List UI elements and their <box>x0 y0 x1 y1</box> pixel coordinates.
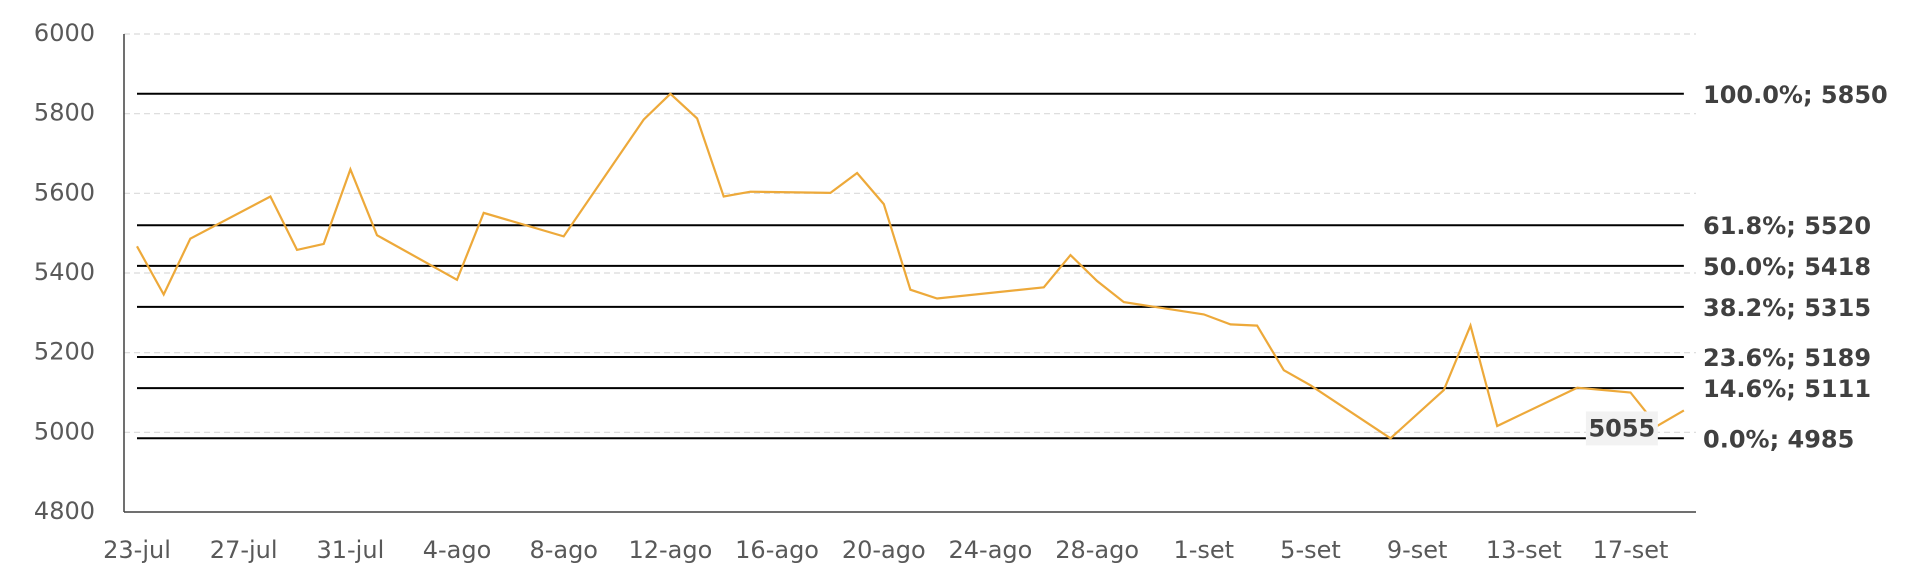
x-tick-label: 28-ago <box>1055 536 1139 564</box>
x-tick-label: 13-set <box>1486 536 1562 564</box>
x-tick-label: 31-jul <box>316 536 384 564</box>
level-label: 61.8%; 5520 <box>1703 212 1871 240</box>
level-label: 0.0%; 4985 <box>1703 425 1854 453</box>
level-label: 23.6%; 5189 <box>1703 344 1871 372</box>
data-label-box <box>1585 411 1658 446</box>
x-tick-label: 4-ago <box>423 536 492 564</box>
x-tick-label: 9-set <box>1387 536 1448 564</box>
level-label: 38.2%; 5315 <box>1703 294 1871 322</box>
level-label: 50.0%; 5418 <box>1703 253 1871 281</box>
x-tick-label: 27-jul <box>210 536 278 564</box>
y-tick-label: 5400 <box>34 258 95 286</box>
x-tick-label: 24-ago <box>949 536 1033 564</box>
level-label: 14.6%; 5111 <box>1703 375 1871 403</box>
x-tick-label: 17-set <box>1593 536 1669 564</box>
y-tick-label: 5600 <box>34 178 95 206</box>
x-tick-label: 23-jul <box>103 536 171 564</box>
y-tick-label: 5000 <box>34 417 95 445</box>
level-label: 100.0%; 5850 <box>1703 81 1888 109</box>
y-tick-label: 5200 <box>34 338 95 366</box>
x-tick-label: 20-ago <box>842 536 926 564</box>
x-tick-label: 5-set <box>1280 536 1341 564</box>
x-tick-label: 8-ago <box>529 536 598 564</box>
x-tick-label: 12-ago <box>628 536 712 564</box>
data-label: 5055 <box>1588 414 1655 442</box>
x-tick-label: 1-set <box>1173 536 1234 564</box>
y-tick-label: 5800 <box>34 99 95 127</box>
x-tick-label: 16-ago <box>735 536 819 564</box>
y-tick-label: 4800 <box>34 497 95 525</box>
series-line <box>136 92 1685 440</box>
y-tick-label: 6000 <box>34 19 95 47</box>
